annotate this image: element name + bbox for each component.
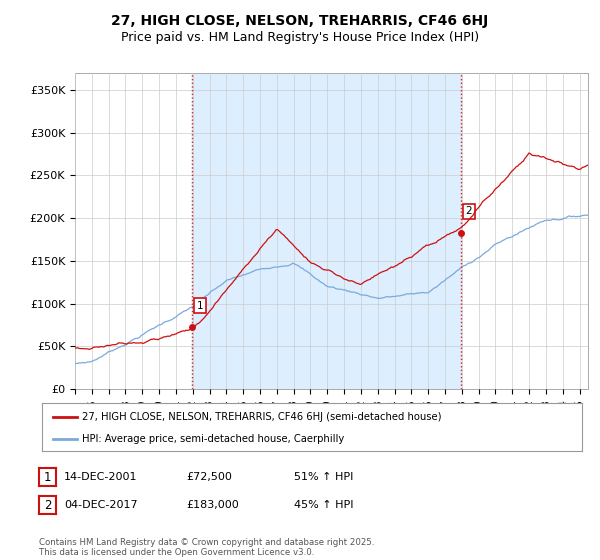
- Text: 45% ↑ HPI: 45% ↑ HPI: [294, 500, 353, 510]
- Text: 1: 1: [197, 301, 203, 311]
- Text: 27, HIGH CLOSE, NELSON, TREHARRIS, CF46 6HJ (semi-detached house): 27, HIGH CLOSE, NELSON, TREHARRIS, CF46 …: [83, 412, 442, 422]
- Text: 2: 2: [466, 206, 472, 216]
- Text: 27, HIGH CLOSE, NELSON, TREHARRIS, CF46 6HJ: 27, HIGH CLOSE, NELSON, TREHARRIS, CF46 …: [112, 14, 488, 28]
- Text: £72,500: £72,500: [186, 472, 232, 482]
- Text: 1: 1: [44, 470, 51, 484]
- Text: Contains HM Land Registry data © Crown copyright and database right 2025.
This d: Contains HM Land Registry data © Crown c…: [39, 538, 374, 557]
- Text: 04-DEC-2017: 04-DEC-2017: [64, 500, 138, 510]
- Text: £183,000: £183,000: [186, 500, 239, 510]
- Text: 2: 2: [44, 498, 51, 512]
- Text: HPI: Average price, semi-detached house, Caerphilly: HPI: Average price, semi-detached house,…: [83, 434, 345, 444]
- Text: 14-DEC-2001: 14-DEC-2001: [64, 472, 138, 482]
- Text: Price paid vs. HM Land Registry's House Price Index (HPI): Price paid vs. HM Land Registry's House …: [121, 31, 479, 44]
- Text: 51% ↑ HPI: 51% ↑ HPI: [294, 472, 353, 482]
- Bar: [192, 73, 461, 389]
